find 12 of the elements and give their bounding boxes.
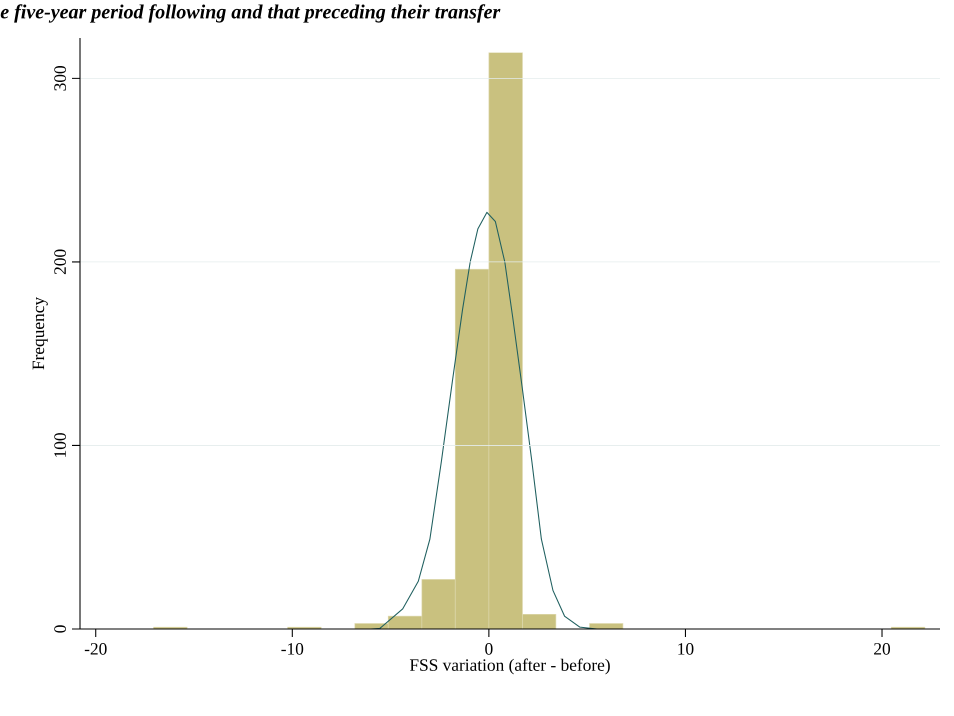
x-tick-label: -20 [84, 643, 107, 655]
x-tick-label: 10 [678, 643, 694, 655]
y-axis-title: Frequency [32, 296, 48, 370]
x-axis-title: FSS variation (after - before) [410, 658, 610, 674]
y-tick-label: 0 [54, 625, 66, 633]
chart-title: e five-year period following and that preceding their transfer [0, 4, 500, 23]
y-tick-label: 300 [54, 66, 66, 91]
x-tick-label: 0 [485, 643, 493, 655]
x-tick-label: 20 [874, 643, 890, 655]
y-tick-label: 200 [54, 250, 66, 274]
y-tick-label: 100 [54, 433, 66, 457]
x-tick-label: -10 [281, 643, 304, 655]
